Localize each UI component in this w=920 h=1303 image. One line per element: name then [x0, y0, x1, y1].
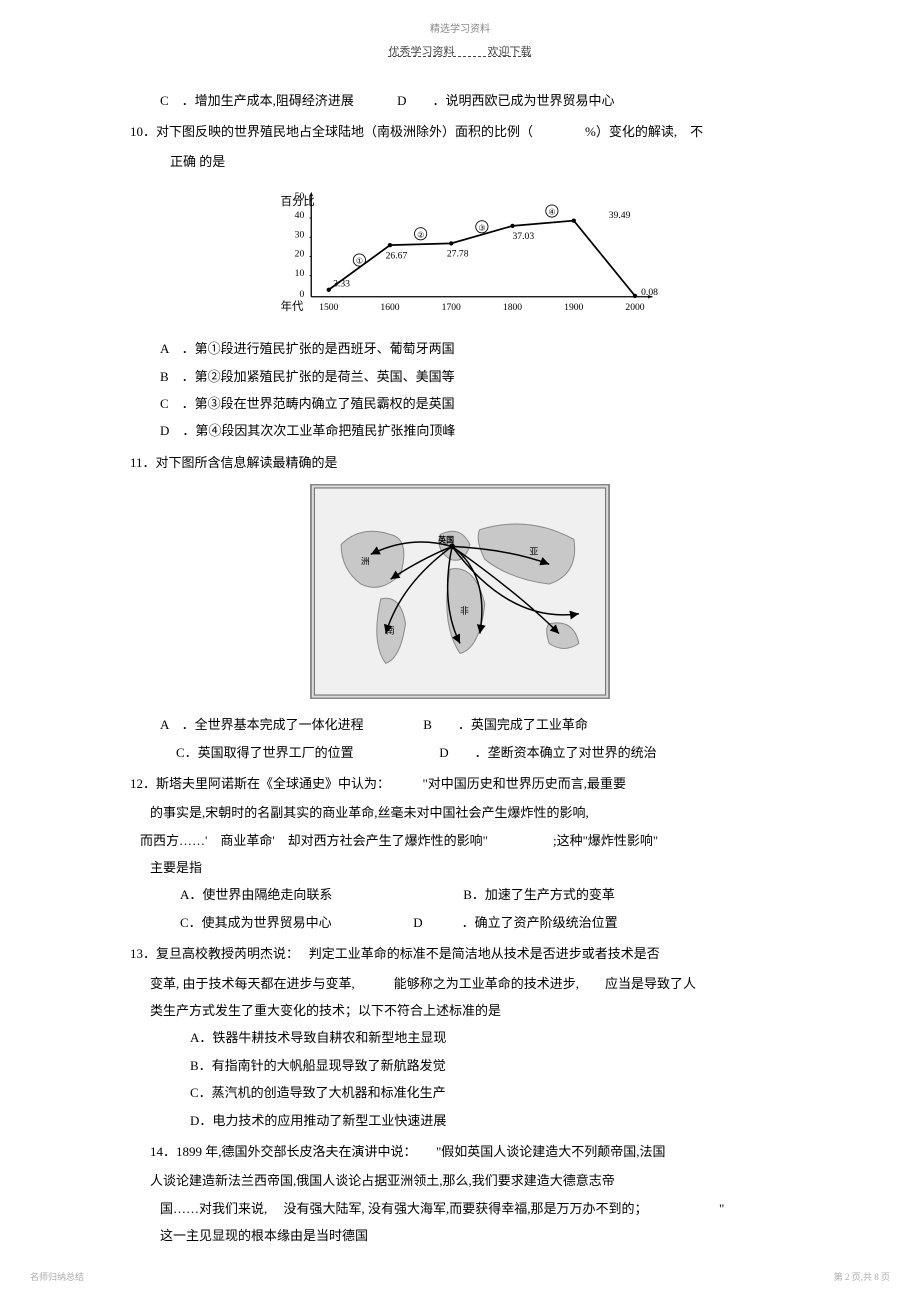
q13-l3: 类生产方式发生了重大变化的技术；以下不符合上述标准的是 — [150, 999, 790, 1022]
svg-text:1500: 1500 — [319, 302, 338, 313]
sub-header: 优秀学习资料 欢迎下载 — [130, 43, 790, 59]
svg-text:英国: 英国 — [438, 535, 454, 545]
q11-opts-ab: A ．全世界基本完成了一体化进程 B ．英国完成了工业革命 — [160, 713, 790, 736]
q11-opt-c: C．英国取得了世界工厂的位置 — [176, 741, 436, 764]
svg-text:27.78: 27.78 — [447, 249, 469, 260]
svg-text:洲: 洲 — [361, 556, 370, 566]
opt-c-text: C ．增加生产成本,阻碍经济进展 — [160, 89, 354, 112]
q14-l2: 人谈论建造新法兰西帝国,俄国人谈论占据亚洲领土,那么,我们要求建造大德意志帝 — [150, 1169, 790, 1192]
svg-text:0.08: 0.08 — [641, 287, 658, 298]
footer-left: 名师归纳总结 — [30, 1270, 84, 1283]
q13-l2: 变革, 由于技术每天都在进步与变革, 能够称之为工业革命的技术进步, 应当是导致… — [150, 972, 790, 995]
svg-text:①: ① — [356, 257, 363, 266]
q12-l2: 的事实是,宋朝时的名副其实的商业革命,丝毫未对中国社会产生爆炸性的影响, — [150, 801, 790, 824]
q12-opts-ab: A．使世界由隔绝走向联系 B．加速了生产方式的变革 — [180, 883, 790, 906]
q10-opt-b: B ．第②段加紧殖民扩张的是荷兰、英国、美国等 — [160, 365, 790, 388]
world-trade-map: 洲 南 非 亚 英国 — [310, 484, 610, 699]
svg-text:37.03: 37.03 — [513, 231, 535, 242]
svg-text:②: ② — [417, 230, 424, 239]
q11-opt-d: D ．垄断资本确立了对世界的统治 — [439, 745, 656, 760]
svg-text:30: 30 — [295, 229, 305, 240]
q12-l4: 主要是指 — [150, 856, 790, 879]
svg-text:2000: 2000 — [625, 302, 644, 313]
top-header: 精选学习资料 — [130, 20, 790, 35]
q10-opt-c: C ．第③段在世界范畴内确立了殖民霸权的是英国 — [160, 392, 790, 415]
svg-text:10: 10 — [295, 268, 305, 279]
q10-cont: 正确 的是 — [170, 150, 790, 173]
q14-l4: 这一主见显现的根本缘由是当时德国 — [160, 1224, 790, 1247]
q14-text: 14．1899 年,德国外交部长皮洛夫在演讲中说： "假如英国人谈论建造大不列颠… — [150, 1140, 790, 1163]
svg-text:④: ④ — [548, 208, 555, 217]
q12-l3: 而西方……' 商业革命' 却对西方社会产生了爆炸性的影响" ;这种"爆炸性影响" — [140, 829, 790, 852]
q11-opts-cd: C．英国取得了世界工厂的位置 D ．垄断资本确立了对世界的统治 — [160, 741, 790, 764]
q13-text: 13．复旦高校教授芮明杰说： 判定工业革命的标准不是简洁地从技术是否进步或者技术… — [130, 942, 790, 965]
q9-opt-c: C ．增加生产成本,阻碍经济进展 D ．说明西欧已成为世界贸易中心 — [160, 89, 790, 112]
q10-text: 10．对下图反映的世界殖民地占全球陆地（南极洲除外）面积的比例（ %）变化的解读… — [130, 120, 790, 143]
svg-text:40: 40 — [295, 210, 305, 221]
svg-text:非: 非 — [460, 605, 469, 616]
q14-l3: 国……对我们来说, 没有强大陆军, 没有强大海军,而要获得幸福,那是万万办不到的… — [160, 1197, 790, 1220]
q12-opts-cd: C．使其成为世界贸易中心 D ．确立了资产阶级统治位置 — [180, 911, 790, 934]
svg-text:1700: 1700 — [442, 302, 461, 313]
svg-text:亚: 亚 — [529, 546, 538, 556]
q12-opt-d: D ．确立了资产阶级统治位置 — [413, 915, 617, 930]
line-chart-container: 百分比 年代 50 40 30 20 10 0 1500 1600 1700 1… — [130, 183, 790, 327]
q13-opt-d: D．电力技术的应用推动了新型工业快速进展 — [190, 1109, 790, 1132]
svg-text:3.33: 3.33 — [333, 278, 350, 289]
svg-text:1900: 1900 — [564, 302, 583, 313]
q12-opt-b: B．加速了生产方式的变革 — [463, 887, 615, 902]
q12-opt-a: A．使世界由隔绝走向联系 — [180, 883, 460, 906]
svg-text:0: 0 — [299, 289, 304, 300]
q10-opt-d: D ．第④段因其次次工业革命把殖民扩张推向顶峰 — [160, 419, 790, 442]
q13-opt-c: C．蒸汽机的创造导致了大机器和标准化生产 — [190, 1081, 790, 1104]
world-map-container: 洲 南 非 亚 英国 — [130, 484, 790, 703]
q13-opt-b: B．有指南针的大帆船显现导致了新航路发觉 — [190, 1054, 790, 1077]
svg-text:50: 50 — [295, 191, 305, 202]
footer-right: 第 2 页,共 8 页 — [834, 1270, 890, 1283]
svg-text:1600: 1600 — [380, 302, 399, 313]
svg-text:39.49: 39.49 — [609, 210, 631, 221]
svg-text:20: 20 — [295, 249, 305, 260]
q12-text: 12．斯塔夫里阿诺斯在《全球通史》中认为： "对中国历史和世界历史而言,最重要 — [130, 772, 790, 795]
colonial-percent-chart: 百分比 年代 50 40 30 20 10 0 1500 1600 1700 1… — [250, 183, 670, 323]
svg-text:26.67: 26.67 — [386, 250, 408, 261]
q11-opt-b: B ．英国完成了工业革命 — [423, 717, 588, 732]
q11-text: 11．对下图所含信息解读最精确的是 — [130, 451, 790, 474]
q10-opt-a: A ．第①段进行殖民扩张的是西班牙、葡萄牙两国 — [160, 337, 790, 360]
q13-opt-a: A．铁器牛耕技术导致自耕农和新型地主显现 — [190, 1026, 790, 1049]
q12-opt-c: C．使其成为世界贸易中心 — [180, 911, 410, 934]
q11-opt-a: A ．全世界基本完成了一体化进程 — [160, 713, 420, 736]
opt-d-text: D ．说明西欧已成为世界贸易中心 — [397, 93, 614, 108]
x-axis-label: 年代 — [281, 299, 304, 313]
svg-text:1800: 1800 — [503, 302, 522, 313]
svg-text:③: ③ — [478, 223, 485, 232]
